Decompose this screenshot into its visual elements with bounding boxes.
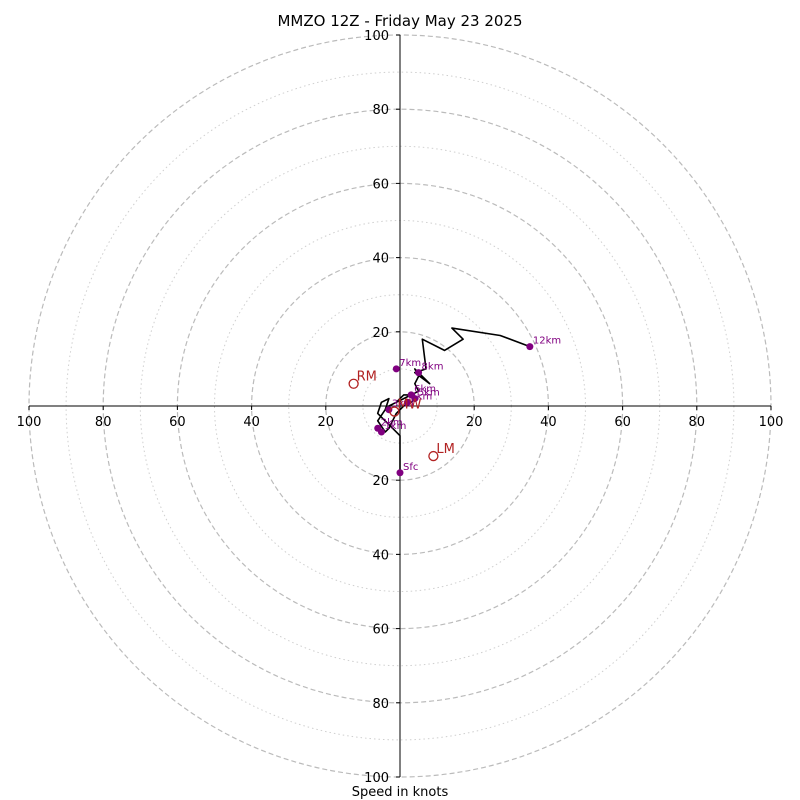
height-label-6km: 6km [414,384,436,395]
chart-title: MMZO 12Z - Friday May 23 2025 [277,12,522,30]
height-marker-12km [526,343,534,351]
height-marker-3km [385,406,393,414]
y-tick-label: 100 [364,29,389,44]
y-tick-label: 80 [372,697,389,712]
storm-motion-markers: RM LM MW [348,370,455,462]
height-label-2km: 2km [381,417,403,428]
x-tick-label: 100 [17,415,42,430]
storm-marker-mw [389,406,400,417]
height-label-12km: 12km [533,336,561,347]
hodograph-line [376,327,531,473]
x-tick-label: 80 [95,415,112,430]
hodograph-trace [376,327,531,473]
height-marker-4km [403,398,411,406]
height-label-sfc: Sfc [403,462,418,473]
height-marker-6km [407,391,415,399]
height-label-1km: 1km [384,421,406,432]
y-tick-label: 80 [372,103,389,118]
tick-labels: 100 80 60 40 20 20 40 60 80 100 100 80 60 40 20 20 40 60 8… [17,29,784,786]
x-axis-label: Speed in knots [352,785,449,800]
x-tick-label: 20 [466,415,483,430]
y-tick-label: 60 [372,623,389,638]
storm-marker-lm [428,450,439,462]
height-label-3km: 3km [392,399,414,410]
y-tick-label: 40 [372,252,389,267]
y-tick-label: 20 [372,474,389,489]
x-tick-label: 60 [614,415,631,430]
storm-label-mw: MW [397,398,421,413]
height-label-5km: 5km [418,388,440,399]
x-tick-label: 60 [169,415,186,430]
y-tick-label: 20 [372,326,389,341]
height-label-4km: 4km [410,391,432,402]
x-tick-label: 20 [318,415,335,430]
y-tick-label: 40 [372,548,389,563]
axes [29,35,771,777]
storm-label-lm: LM [436,442,454,457]
height-marker-7km [392,365,400,373]
height-marker-sfc [396,469,404,477]
height-marker-8km [415,369,423,377]
x-tick-label: 100 [759,415,784,430]
x-tick-label: 80 [689,415,706,430]
y-tick-label: 100 [364,771,389,786]
storm-marker-rm [348,378,359,389]
height-label-8km: 8km [422,362,444,373]
height-marker-2km [374,424,382,432]
storm-label-rm: RM [357,370,377,385]
height-label-7km: 7km [399,358,421,369]
x-tick-label: 40 [540,415,557,430]
x-tick-label: 40 [243,415,260,430]
y-tick-label: 60 [372,177,389,192]
